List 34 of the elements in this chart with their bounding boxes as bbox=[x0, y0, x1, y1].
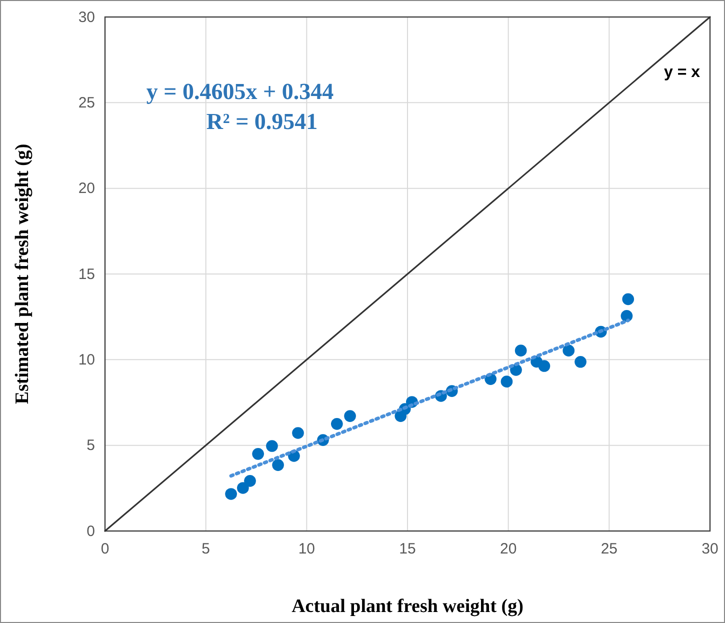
point bbox=[514, 344, 527, 356]
y-tick-label: 25 bbox=[78, 94, 95, 112]
x-tick-label: 15 bbox=[399, 540, 416, 558]
point bbox=[344, 410, 356, 422]
y-tick-label: 10 bbox=[78, 351, 95, 368]
point bbox=[622, 293, 634, 306]
point bbox=[272, 459, 284, 471]
point bbox=[252, 448, 264, 460]
x-tick-label: 0 bbox=[100, 540, 110, 558]
x-tick-label: 30 bbox=[702, 540, 718, 558]
y-tick-label: 30 bbox=[78, 8, 95, 26]
point bbox=[562, 344, 575, 356]
y-tick-label: 15 bbox=[78, 266, 95, 283]
x-tick-label: 25 bbox=[600, 540, 618, 558]
point bbox=[225, 488, 237, 500]
series-label: y = x bbox=[664, 64, 700, 81]
x-tick-label: 10 bbox=[298, 540, 316, 558]
y-axis-title: Estimated plant fresh weight (g) bbox=[12, 144, 33, 404]
point bbox=[574, 356, 586, 368]
y-tick-label: 20 bbox=[78, 180, 95, 198]
x-axis-title: Actual plant fresh weight (g) bbox=[292, 596, 524, 617]
y-tick-label: 5 bbox=[86, 437, 95, 454]
point bbox=[237, 482, 249, 494]
point bbox=[538, 360, 550, 372]
point bbox=[266, 440, 278, 452]
x-tick-label: 20 bbox=[500, 540, 517, 558]
point bbox=[292, 427, 304, 439]
annotation: y = 0.4605x + 0.344 bbox=[146, 79, 334, 104]
y-tick-label: 0 bbox=[86, 522, 95, 540]
point bbox=[500, 376, 513, 388]
x-tick-label: 5 bbox=[202, 540, 210, 558]
point bbox=[331, 418, 343, 430]
point bbox=[244, 475, 256, 487]
annotation: R² = 0.9541 bbox=[206, 109, 318, 134]
